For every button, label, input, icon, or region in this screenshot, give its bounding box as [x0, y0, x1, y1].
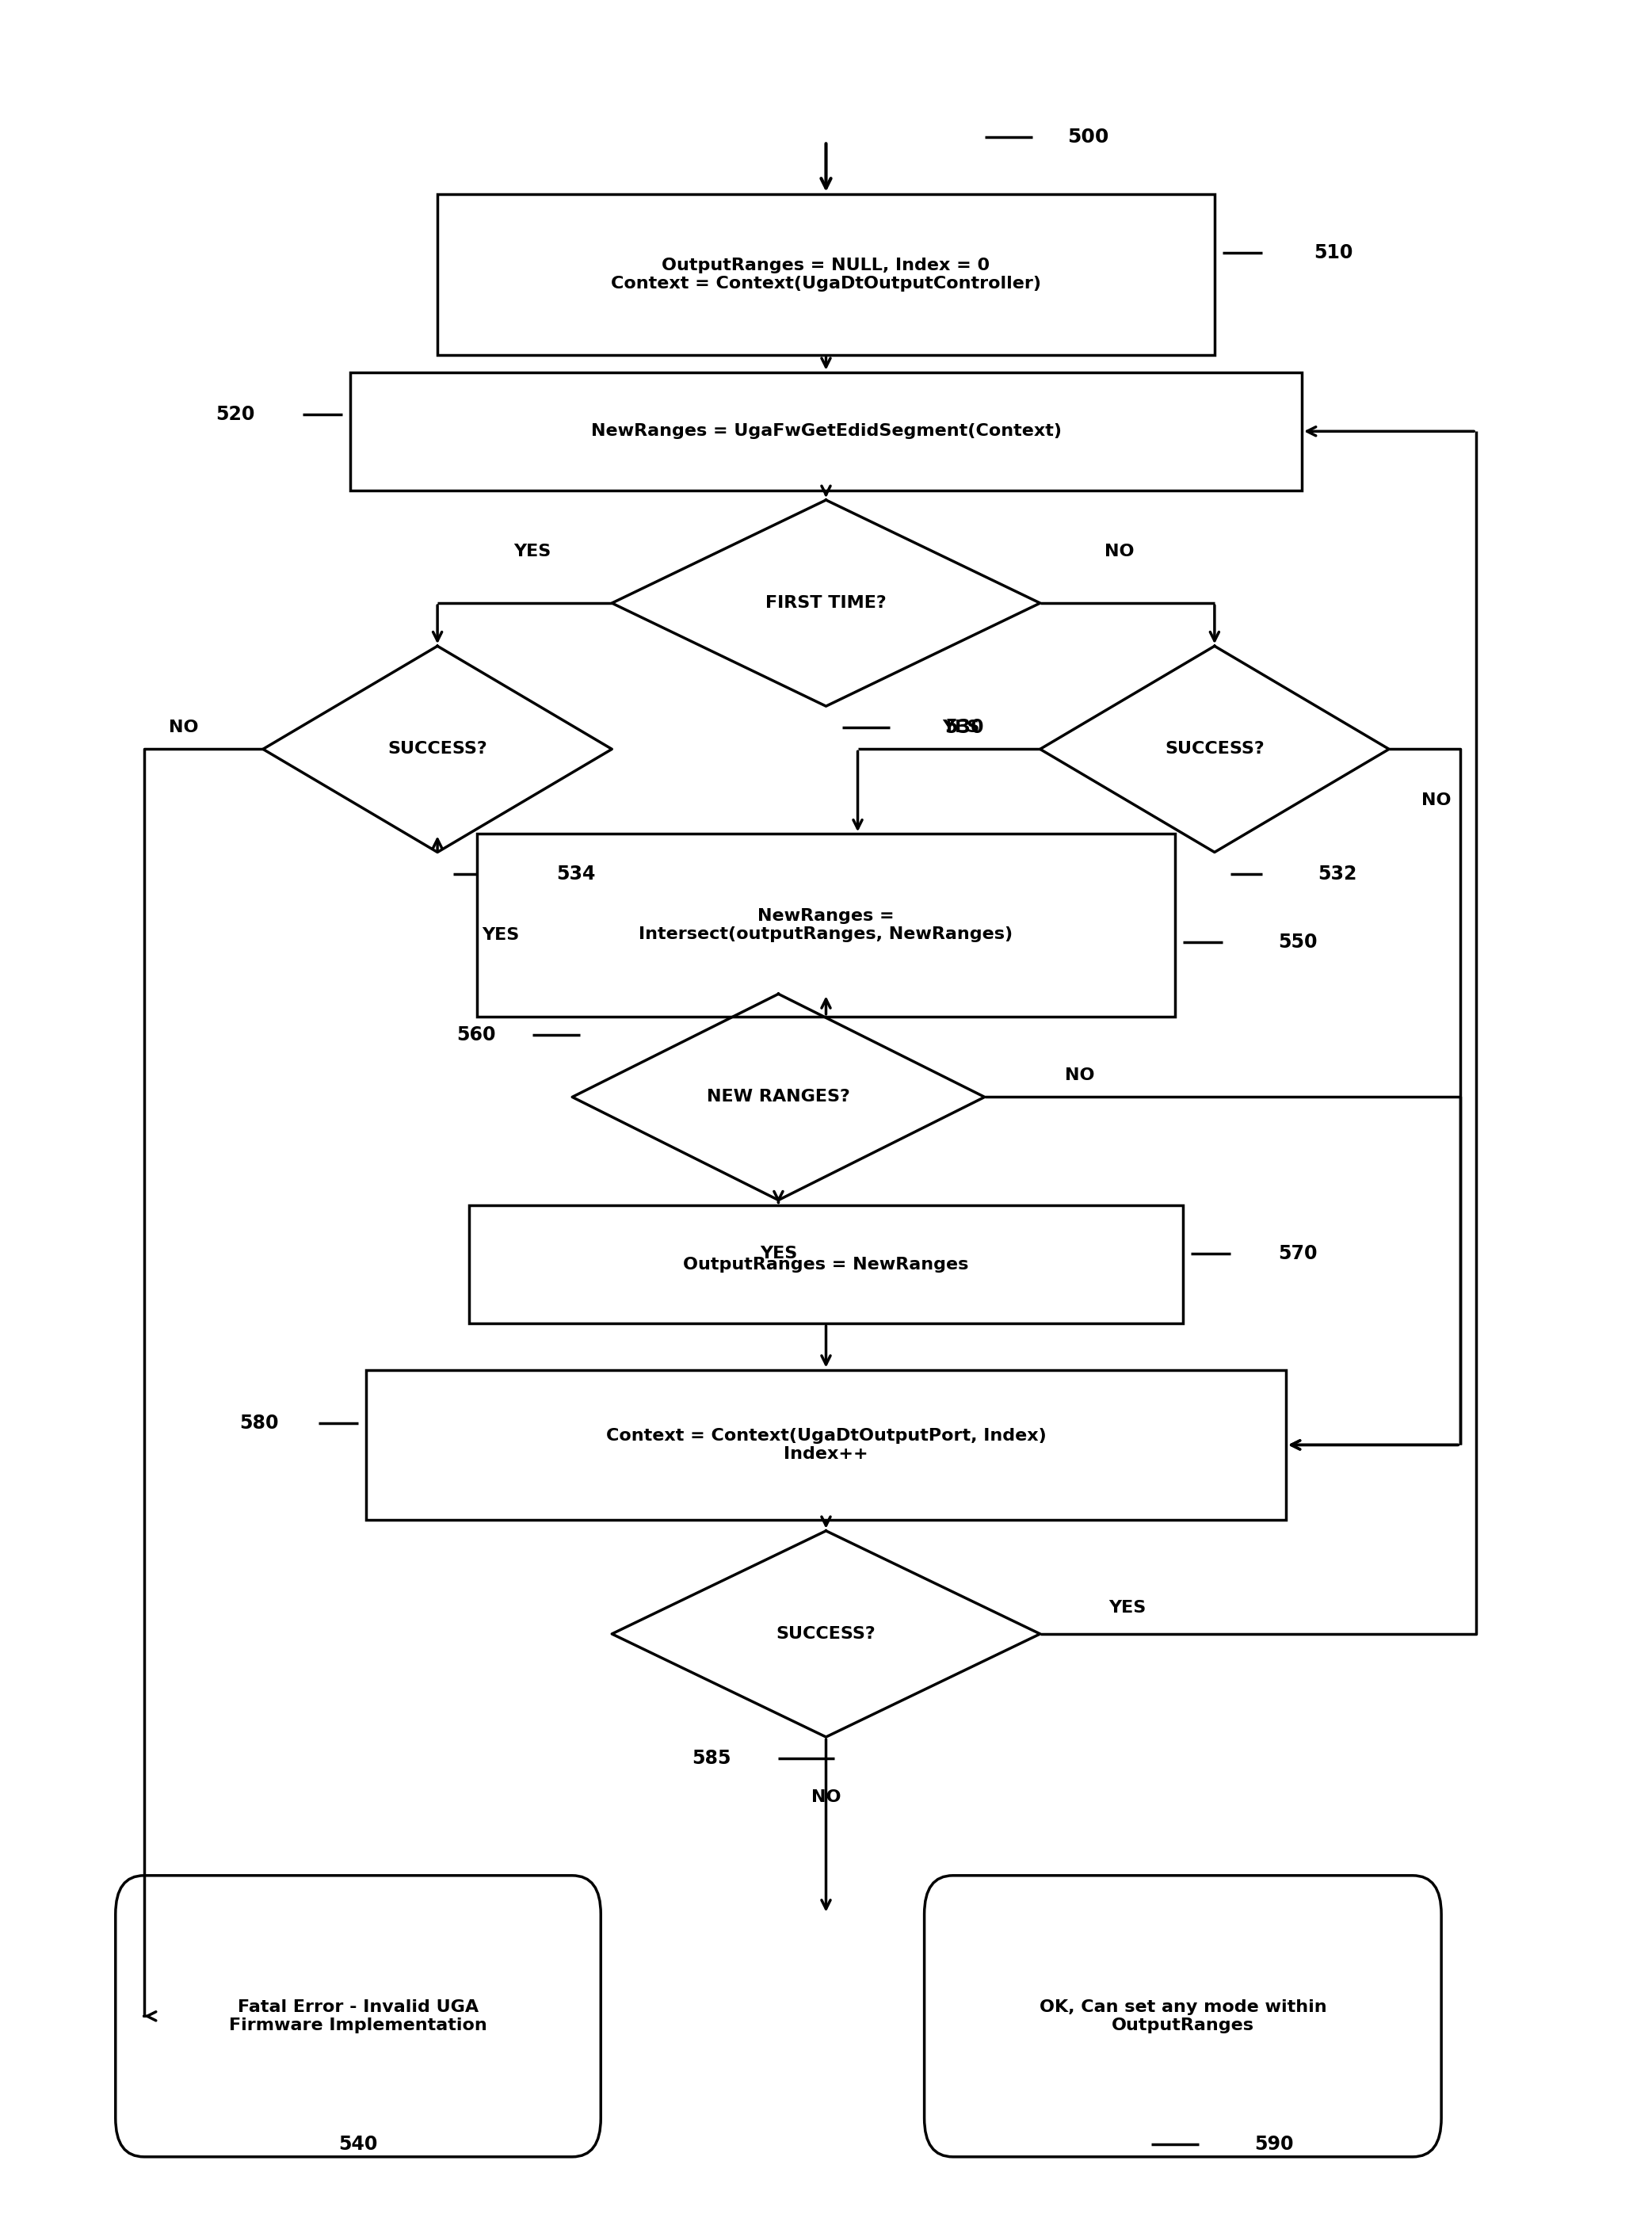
Text: 510: 510 — [1313, 244, 1353, 262]
Text: 585: 585 — [692, 1749, 730, 1767]
FancyBboxPatch shape — [367, 1369, 1285, 1521]
Text: NO: NO — [1105, 544, 1135, 559]
FancyBboxPatch shape — [116, 1875, 601, 2156]
FancyBboxPatch shape — [438, 195, 1214, 356]
Text: YES: YES — [482, 926, 520, 942]
FancyBboxPatch shape — [925, 1875, 1441, 2156]
Text: Fatal Error - Invalid UGA
Firmware Implementation: Fatal Error - Invalid UGA Firmware Imple… — [230, 2000, 487, 2033]
FancyBboxPatch shape — [477, 834, 1175, 1016]
Text: Context = Context(UgaDtOutputPort, Index)
Index++: Context = Context(UgaDtOutputPort, Index… — [606, 1427, 1046, 1463]
FancyBboxPatch shape — [469, 1206, 1183, 1324]
Text: YES: YES — [1108, 1599, 1146, 1615]
Text: 530: 530 — [945, 718, 985, 738]
Polygon shape — [611, 1530, 1041, 1736]
Text: 500: 500 — [1067, 128, 1108, 148]
Polygon shape — [1041, 646, 1389, 852]
Text: FIRST TIME?: FIRST TIME? — [765, 595, 887, 611]
Text: 550: 550 — [1279, 933, 1317, 953]
Text: NO: NO — [1422, 792, 1452, 808]
Text: NO: NO — [169, 720, 198, 736]
Polygon shape — [611, 501, 1041, 707]
Text: NewRanges = UgaFwGetEdidSegment(Context): NewRanges = UgaFwGetEdidSegment(Context) — [591, 423, 1061, 438]
Polygon shape — [263, 646, 611, 852]
Text: YES: YES — [942, 720, 980, 736]
Text: OutputRanges = NULL, Index = 0
Context = Context(UgaDtOutputController): OutputRanges = NULL, Index = 0 Context =… — [611, 257, 1041, 291]
Text: OutputRanges = NewRanges: OutputRanges = NewRanges — [684, 1257, 968, 1273]
Text: YES: YES — [514, 544, 552, 559]
Text: 540: 540 — [339, 2134, 378, 2154]
Text: 580: 580 — [240, 1414, 279, 1434]
Text: SUCCESS?: SUCCESS? — [388, 740, 487, 756]
FancyBboxPatch shape — [350, 371, 1302, 490]
Text: YES: YES — [760, 1246, 798, 1262]
Text: 520: 520 — [216, 405, 254, 423]
Text: NO: NO — [811, 1790, 841, 1805]
Text: 590: 590 — [1254, 2134, 1294, 2154]
Text: 560: 560 — [458, 1027, 496, 1045]
Text: 534: 534 — [557, 863, 595, 884]
Text: NewRanges =
Intersect(outputRanges, NewRanges): NewRanges = Intersect(outputRanges, NewR… — [639, 908, 1013, 942]
Text: SUCCESS?: SUCCESS? — [1165, 740, 1264, 756]
Polygon shape — [572, 993, 985, 1199]
Text: 570: 570 — [1279, 1244, 1317, 1264]
Text: OK, Can set any mode within
OutputRanges: OK, Can set any mode within OutputRanges — [1039, 2000, 1327, 2033]
Text: 532: 532 — [1318, 863, 1356, 884]
Text: NEW RANGES?: NEW RANGES? — [707, 1089, 851, 1105]
Text: SUCCESS?: SUCCESS? — [776, 1626, 876, 1642]
Text: NO: NO — [1066, 1067, 1095, 1083]
